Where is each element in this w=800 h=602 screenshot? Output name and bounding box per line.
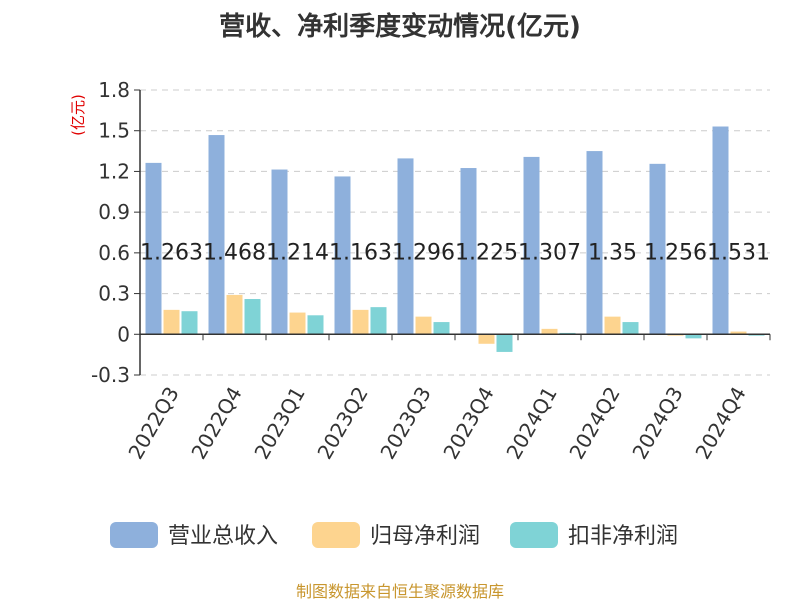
x-tick-label: 2024Q2	[564, 383, 624, 464]
bar-net-profit	[541, 328, 558, 335]
bar-net-profit	[163, 309, 180, 335]
bars	[145, 126, 765, 352]
revenue-data-label: 1.225	[455, 240, 518, 265]
y-tick-label: 1.8	[98, 78, 130, 102]
bar-revenue	[271, 169, 288, 335]
y-tick-label: 0.6	[98, 241, 130, 265]
bar-deducted-profit	[496, 334, 513, 352]
legend-swatch	[312, 522, 360, 548]
y-tick-label: 1.2	[98, 159, 130, 183]
revenue-data-label: 1.307	[518, 240, 581, 265]
legend-swatch	[110, 522, 158, 548]
x-tick-label: 2023Q2	[312, 383, 372, 464]
bar-revenue	[334, 176, 351, 335]
bar-revenue	[208, 135, 225, 335]
y-tick-label: -0.3	[91, 363, 130, 387]
bar-deducted-profit	[307, 315, 324, 335]
bar-deducted-profit	[685, 334, 702, 339]
revenue-data-label: 1.163	[329, 240, 392, 265]
bar-revenue	[523, 156, 540, 335]
legend-label: 营业总收入	[168, 524, 278, 549]
y-tick-label: 1.5	[98, 119, 130, 143]
legend-label: 归母净利润	[370, 524, 480, 549]
revenue-data-label: 1.468	[203, 240, 266, 265]
legend-label: 扣非净利润	[568, 524, 678, 549]
x-tick-label: 2024Q1	[501, 383, 561, 464]
grid-lines	[140, 89, 770, 376]
revenue-data-label: 1.256	[644, 240, 707, 265]
bar-revenue	[649, 163, 666, 335]
bar-revenue	[712, 126, 729, 335]
x-tick-label: 2022Q4	[186, 383, 246, 464]
y-unit-label: (亿元)	[69, 94, 87, 136]
bar-net-profit	[289, 312, 306, 335]
y-tick-label: 0	[117, 322, 130, 346]
bar-net-profit	[226, 294, 243, 335]
bar-deducted-profit	[370, 307, 387, 335]
y-tick-label: 0.9	[98, 200, 130, 224]
legend: 营业总收入 归母净利润 扣非净利润	[110, 522, 678, 549]
revenue-data-label: 1.296	[392, 240, 455, 265]
chart-title: 营收、净利季度变动情况(亿元)	[219, 12, 581, 42]
x-tick-label: 2022Q3	[123, 383, 183, 464]
source-footer: 制图数据来自恒生聚源数据库	[295, 582, 504, 601]
bar-revenue	[586, 151, 603, 335]
legend-swatch	[510, 522, 558, 548]
bar-net-profit	[604, 316, 621, 335]
bar-deducted-profit	[433, 322, 450, 335]
bar-deducted-profit	[244, 299, 261, 335]
revenue-data-label: 1.35	[588, 240, 637, 265]
revenue-data-label: 1.263	[140, 240, 203, 265]
bar-deducted-profit	[181, 311, 198, 335]
bar-net-profit	[415, 316, 432, 335]
bar-deducted-profit	[622, 322, 639, 335]
bar-revenue	[397, 158, 414, 335]
y-tick-label: 0.3	[98, 282, 130, 306]
x-tick-label: 2024Q3	[627, 383, 687, 464]
x-tick-label: 2023Q1	[249, 383, 309, 464]
bar-net-profit	[730, 331, 747, 335]
bar-net-profit	[352, 309, 369, 335]
bar-revenue	[145, 162, 162, 335]
revenue-data-label: 1.214	[266, 240, 329, 265]
x-tick-label: 2023Q3	[375, 383, 435, 464]
x-tick-label: 2023Q4	[438, 383, 498, 464]
data-labels: 1.263 1.468 1.214 1.163 1.296 1.225 1.307 1.35 1…	[140, 240, 770, 265]
x-tick-label: 2024Q4	[690, 383, 750, 464]
bar-net-profit	[478, 334, 495, 344]
revenue-data-label: 1.531	[707, 240, 770, 265]
bar-revenue	[460, 168, 477, 335]
